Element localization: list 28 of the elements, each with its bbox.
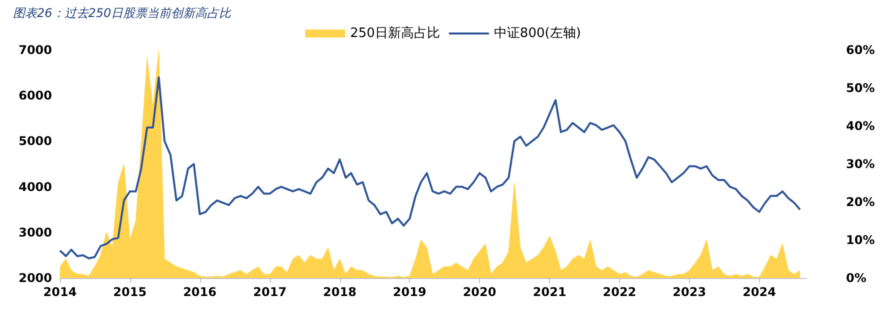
x-tick-label: 2021 bbox=[532, 285, 566, 299]
y-tick-label: 4000 bbox=[18, 180, 52, 194]
y-tick-label: 5000 bbox=[18, 134, 52, 148]
y-tick-label: 2000 bbox=[18, 271, 52, 285]
x-tick-label: 2024 bbox=[742, 285, 776, 299]
x-tick-label: 2018 bbox=[323, 285, 356, 299]
y2-tick-label: 30% bbox=[846, 157, 875, 171]
y-tick-label: 3000 bbox=[18, 225, 52, 240]
legend-label: 中证800(左轴) bbox=[494, 26, 581, 41]
x-tick-label: 2023 bbox=[672, 285, 706, 299]
y2-tick-label: 20% bbox=[846, 195, 875, 209]
y2-tick-label: 50% bbox=[846, 81, 875, 95]
y2-tick-label: 40% bbox=[846, 119, 875, 133]
x-tick-label: 2017 bbox=[253, 285, 287, 299]
chart-title: 图表26：过去250日股票当前创新高占比 bbox=[13, 6, 232, 20]
x-tick-label: 2014 bbox=[43, 285, 77, 299]
y2-tick-label: 60% bbox=[846, 43, 875, 57]
y-tick-label: 7000 bbox=[18, 43, 52, 57]
x-tick-label: 2020 bbox=[462, 285, 496, 299]
legend-label: 250日新高占比 bbox=[350, 25, 440, 41]
x-tick-label: 2015 bbox=[113, 285, 147, 299]
x-tick-label: 2016 bbox=[183, 285, 216, 299]
y-tick-label: 6000 bbox=[18, 88, 52, 103]
x-tick-label: 2022 bbox=[602, 285, 636, 299]
x-tick-label: 2019 bbox=[392, 285, 426, 299]
y2-tick-label: 10% bbox=[846, 233, 875, 247]
line-series bbox=[59, 76, 802, 260]
y2-tick-label: 0% bbox=[846, 271, 866, 285]
